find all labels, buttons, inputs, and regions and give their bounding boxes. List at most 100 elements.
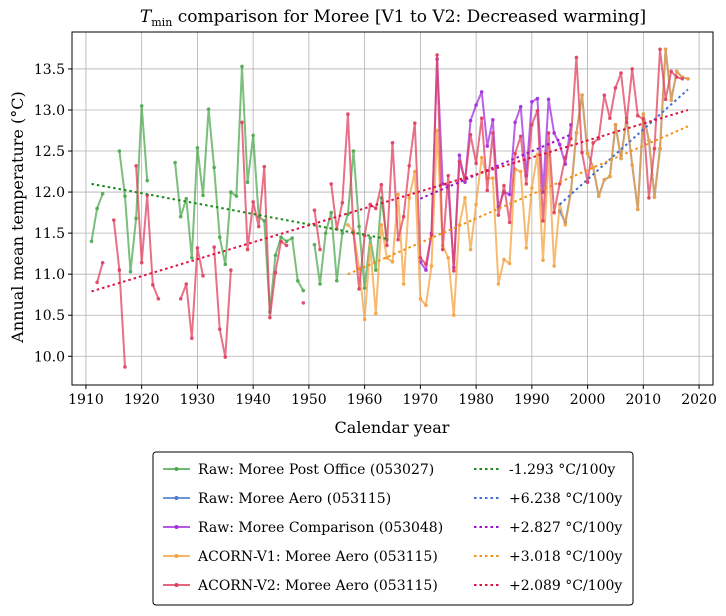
data-point [178, 214, 183, 219]
data-point [663, 97, 668, 102]
data-point [412, 169, 417, 174]
data-point [535, 152, 540, 157]
data-point [178, 297, 183, 301]
data-point [351, 149, 356, 153]
data-point [362, 286, 367, 290]
data-point [518, 134, 523, 139]
data-point [541, 258, 545, 263]
legend-marker [174, 554, 179, 558]
data-point [223, 262, 228, 267]
data-point [518, 169, 523, 174]
data-point [463, 196, 467, 200]
data-point [184, 196, 189, 201]
x-tick-label: 1970 [403, 392, 439, 408]
data-point [112, 218, 116, 222]
legend-label: ACORN-V2: Moree Aero (053115) [197, 578, 438, 594]
data-point [279, 239, 283, 244]
data-point [446, 255, 451, 260]
data-point [669, 98, 673, 102]
data-point [373, 311, 378, 316]
data-point [407, 164, 412, 168]
title-rest: comparison for Moree [V1 to V2: Decrease… [172, 7, 646, 27]
data-point [647, 196, 651, 200]
data-point [563, 155, 568, 160]
data-point [541, 219, 545, 223]
data-point [295, 278, 300, 283]
trend-line [91, 182, 388, 240]
data-point [513, 151, 517, 156]
data-point [652, 195, 657, 199]
data-point [379, 182, 384, 187]
legend-label: +2.089 °C/100y [509, 578, 622, 594]
data-point [212, 245, 216, 249]
data-point [429, 264, 434, 268]
data-point [496, 213, 501, 217]
data-point [318, 247, 322, 252]
data-point [418, 255, 423, 260]
data-point [669, 69, 673, 74]
data-point [229, 190, 233, 194]
x-tick-label: 1990 [514, 392, 550, 408]
data-point [401, 282, 406, 286]
data-point [206, 107, 211, 111]
data-point [195, 246, 200, 250]
trend-line [347, 125, 689, 276]
data-point [195, 145, 200, 150]
y-tick-label: 13.5 [34, 62, 65, 78]
data-point [340, 200, 345, 205]
series-line [90, 193, 104, 242]
series-5 [95, 47, 685, 369]
data-point [635, 207, 640, 212]
y-tick-label: 11.5 [34, 226, 65, 242]
y-tick-label: 10.5 [34, 308, 65, 324]
y-axis-label: Annual mean temperature (°C) [8, 91, 27, 343]
data-point [479, 155, 484, 160]
x-axis-label: Calendar year [335, 418, 450, 437]
data-point [624, 120, 629, 125]
data-point [596, 194, 601, 198]
data-point [557, 142, 562, 147]
data-point [491, 118, 495, 122]
data-point [190, 336, 194, 341]
data-point [301, 288, 306, 293]
x-tick-label: 1920 [124, 392, 160, 408]
data-point [546, 131, 551, 135]
series-line [174, 65, 305, 313]
data-point [412, 121, 417, 125]
legend-marker [174, 525, 179, 529]
data-point [613, 86, 618, 90]
data-point [602, 93, 607, 98]
data-point [385, 243, 389, 248]
data-point [407, 196, 412, 200]
data-point [563, 223, 568, 227]
data-point [674, 69, 679, 74]
data-point [485, 188, 490, 193]
title-subscript: min [151, 16, 172, 29]
data-point [630, 163, 634, 167]
data-point [368, 236, 373, 240]
data-point [524, 182, 529, 186]
data-point [552, 210, 556, 215]
data-point [396, 237, 400, 242]
data-point [424, 303, 428, 308]
data-point [368, 243, 373, 248]
data-point [435, 53, 439, 57]
data-point [535, 109, 540, 113]
y-tick-label: 10.0 [34, 349, 65, 365]
data-point [217, 327, 222, 331]
x-tick-label: 2020 [681, 392, 717, 408]
data-point [334, 278, 339, 283]
series-line [213, 247, 232, 359]
data-point [318, 282, 322, 286]
data-point [446, 173, 451, 178]
data-point [396, 192, 400, 197]
data-point [496, 282, 501, 286]
trend-lines [91, 88, 689, 293]
trend-line [559, 88, 689, 206]
x-tick-label: 1910 [68, 392, 104, 408]
data-point [273, 253, 278, 258]
legend-marker [174, 496, 179, 500]
data-point [323, 231, 328, 235]
data-point [201, 193, 205, 198]
series-1 [89, 64, 389, 314]
